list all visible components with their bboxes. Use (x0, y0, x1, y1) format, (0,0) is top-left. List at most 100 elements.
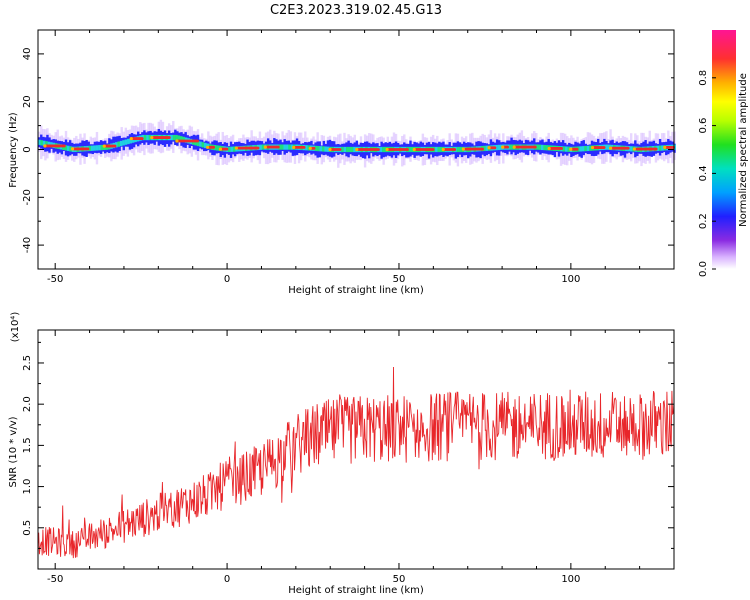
ridge-peak-dot (150, 135, 154, 140)
spectrogram-panel: -50 0 50 100 -40 -20 0 20 40 Height of straight… (8, 29, 676, 296)
ridge-core-cell (172, 134, 176, 141)
ridge-core-cell (346, 146, 349, 153)
spectrogram-x-tick-label: 100 (561, 274, 580, 285)
ridge-core-cell (216, 145, 219, 151)
ridge-peak-dot (441, 147, 445, 152)
snr-x-tick-label: 50 (393, 574, 406, 585)
ridge-peak-dot (308, 146, 312, 150)
ridge-peak-segment (220, 147, 229, 151)
ridge-peak-segment (265, 145, 280, 149)
ridge-core-cell (230, 146, 234, 152)
ridge-peak-segment (104, 144, 117, 148)
ridge-core-cell (290, 144, 294, 150)
ridge-core-cell (182, 136, 185, 143)
spectrogram-y-tick-label: 0 (22, 146, 33, 152)
ridge-core-cell (177, 135, 181, 141)
ridge-peak-segment (549, 147, 563, 150)
ridge-core-cell (40, 140, 44, 146)
ridge-core-cell (341, 146, 344, 153)
spectrogram-y-label: Frequency (Hz) (8, 112, 19, 188)
ridge-core-cell (228, 146, 231, 153)
ridge-core-cell (350, 146, 354, 153)
ridge-core-cell (314, 145, 318, 152)
ridge-core-cell (93, 145, 96, 151)
spectrogram-y-tick-label: 20 (22, 95, 33, 108)
ridge-core-cell (348, 146, 352, 153)
spectrogram-ridge (38, 119, 676, 168)
ridge-core-cell (38, 139, 41, 145)
spectrogram-y-tick-label: 40 (22, 48, 33, 61)
ridge-peak-segment (610, 146, 630, 150)
ridge-core-cell (543, 144, 546, 151)
ridge-core-cell (317, 145, 320, 152)
ridge-core-cell (435, 146, 438, 153)
ridge-peak-dot (663, 145, 667, 149)
ridge-peak-dot (292, 145, 296, 149)
ridge-core-cell (536, 144, 539, 150)
ridge-peak-dot (102, 144, 106, 148)
colorbar-tick-label: 0.0 (698, 261, 709, 277)
snr-y-tick-label: 2.0 (22, 396, 33, 412)
snr-panel: -50 0 50 100 0.5 1.0 1.5 2.0 2.5 Height of stra… (8, 312, 675, 596)
ridge-core-cell (131, 137, 135, 143)
ridge-core-cell (567, 146, 571, 152)
ridge-core-cell (439, 146, 443, 153)
ridge-core-cell (538, 144, 542, 150)
ridge-peak-dot (263, 145, 267, 149)
colorbar-tick-label: 0.2 (698, 213, 709, 229)
ridge-peak-dot (487, 146, 491, 150)
ridge-peak-segment (72, 147, 90, 151)
colorbar-tick-label: 0.8 (698, 70, 709, 86)
ridge-core-cell (115, 142, 118, 148)
ridge-core-cell (148, 134, 152, 141)
spectrogram-x-tick-label: 50 (393, 274, 406, 285)
colorbar-tick-label: 0.6 (698, 118, 709, 134)
ridge-core-cell (194, 140, 198, 146)
snr-y-scale-note: (x10⁴) (10, 312, 21, 343)
ridge-core-cell (579, 146, 583, 152)
ridge-peak-segment (236, 146, 260, 150)
snr-x-tick-label: -50 (47, 574, 63, 585)
ridge-core-cell (485, 145, 489, 151)
ridge-peak-dot (70, 147, 75, 151)
ridge-peak-dot (175, 139, 179, 143)
ridge-peak-segment (414, 148, 435, 151)
ridge-peak-dot (218, 147, 223, 151)
ridge-core-cell (324, 146, 327, 152)
ridge-core-cell (146, 134, 149, 141)
snr-y-tick-label: 0.5 (22, 520, 33, 536)
ridge-peak-segment (592, 146, 606, 149)
chart-title: C2E3.2023.319.02.45.G13 (270, 3, 442, 18)
ridge-peak-segment (131, 137, 144, 140)
ridge-core-cell (408, 146, 412, 153)
snr-y-tick-label: 1.0 (22, 479, 33, 495)
ridge-core-cell (90, 145, 94, 151)
spectrogram-x-label: Height of straight line (km) (288, 285, 424, 296)
ridge-peak-segment (207, 145, 216, 149)
ridge-peak-segment (489, 146, 497, 150)
ridge-peak-segment (44, 144, 66, 148)
ridge-core-cell (305, 145, 308, 151)
ridge-core-cell (64, 145, 68, 151)
ridge-peak-dot (569, 147, 573, 151)
ridge-core-cell (196, 140, 200, 147)
ridge-core-cell (661, 145, 664, 151)
ridge-peak-dot (590, 145, 595, 150)
colorbar-tick-label: 0.4 (698, 165, 709, 181)
ridge-core-cell (278, 144, 282, 150)
ridge-peak-dot (385, 147, 389, 152)
ridge-peak-dot (328, 147, 332, 152)
ridge-core-cell (288, 144, 291, 150)
ridge-core-cell (319, 146, 323, 152)
snr-x-label: Height of straight line (km) (288, 585, 424, 596)
ridge-core-cell (170, 134, 173, 141)
colorbar-gradient (712, 30, 736, 269)
ridge-core-cell (382, 146, 385, 153)
ridge-peak-dot (234, 146, 239, 150)
ridge-core-cell (437, 146, 441, 153)
ridge-core-cell (656, 145, 660, 151)
ridge-core-cell (179, 136, 183, 142)
colorbar-label: Normalized spectral amplitude (738, 73, 749, 227)
ridge-core-cell (42, 140, 46, 146)
